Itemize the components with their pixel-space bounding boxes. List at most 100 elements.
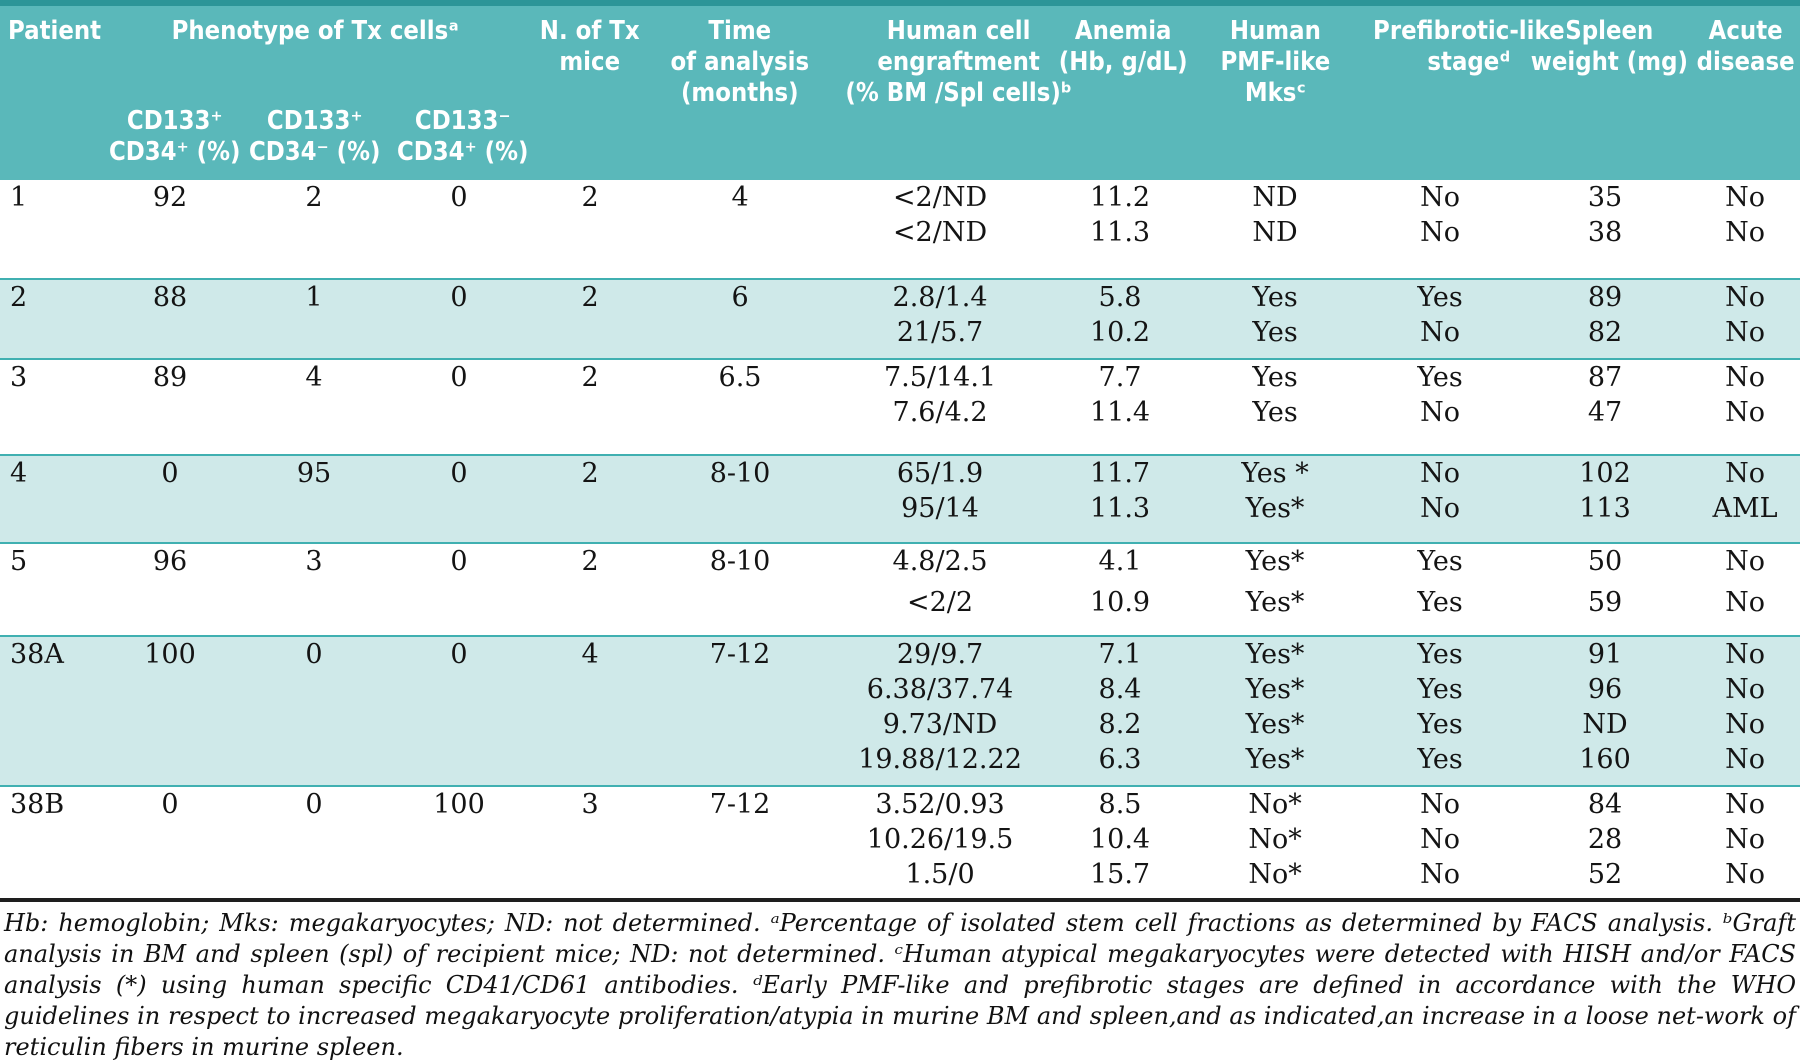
mouse-row: 10.26/19.5 10.4 No* No 28 No <box>0 822 1800 857</box>
cell-cd133neg-cd34pos: 0 <box>388 454 531 543</box>
cell-acute-disease: No <box>1725 182 1765 213</box>
patient-table: Patient Phenotype of Tx cellsᵃ N. of Tx … <box>0 6 1800 898</box>
cell-cd133neg-cd34pos: 0 <box>388 278 531 359</box>
cell-prefibrotic: Yes <box>1417 709 1463 740</box>
cell-pmf-mks: Yes* <box>1245 674 1305 705</box>
cell-n-tx-mice: 4 <box>530 635 651 786</box>
cell-pmf-mks: Yes* <box>1190 635 1361 672</box>
cell-spleen-weight: 50 <box>1520 542 1691 579</box>
cell-spleen-weight: 91 <box>1520 635 1691 672</box>
top-rule <box>0 0 1800 6</box>
cell-acute-disease: No <box>1690 358 1800 395</box>
cell-pmf-mks: ND <box>1252 217 1298 248</box>
col-header-spleen-weight: Spleen weight (mg) <box>1520 6 1691 180</box>
cell-spleen-weight: 59 <box>1587 587 1623 618</box>
cell-acute-disease: No <box>1725 397 1765 428</box>
cell-n-tx-mice: 2 <box>530 358 651 455</box>
col-header-phenotype-label: Phenotype of Tx cellsᵃ <box>171 16 459 46</box>
cell-acute-disease: No <box>1725 824 1765 855</box>
cell-prefibrotic: Yes <box>1417 744 1463 775</box>
cell-engraftment: 4.8/2.5 <box>830 542 1051 579</box>
cell-acute-disease: No <box>1725 217 1765 248</box>
cell-spleen-weight: 35 <box>1587 182 1623 213</box>
col-header-prefibrotic-label: Prefibrotic-like stageᵈ <box>1373 16 1565 77</box>
cell-spleen-weight: 96 <box>1587 674 1623 705</box>
cell-pmf-mks: Yes <box>1252 317 1298 348</box>
cell-acute-disease: No <box>1725 859 1765 890</box>
header-row-main: Patient Phenotype of Tx cellsᵃ N. of Tx … <box>0 6 1800 180</box>
col-header-n-tx-mice: N. of Tx mice <box>530 6 651 180</box>
cell-patient: 4 <box>0 454 100 543</box>
cell-anemia: 11.7 <box>1050 454 1191 491</box>
col-header-cd133neg-cd34pos-label: CD133⁻ CD34⁺ (%) <box>396 106 529 167</box>
cell-engraftment: 6.38/37.74 <box>866 674 1014 705</box>
cell-pmf-mks: No* <box>1248 859 1302 890</box>
patient-group-row: 38A 100 0 0 4 7-12 29/9.7 7.1 Yes* Yes 9… <box>0 635 1800 786</box>
cell-spleen-weight: 113 <box>1579 493 1631 524</box>
cell-prefibrotic: No <box>1420 397 1460 428</box>
cell-cd133pos-cd34pos: 0 <box>100 785 240 898</box>
cell-cd133pos-cd34pos: 96 <box>100 542 240 636</box>
cell-prefibrotic: Yes <box>1360 278 1521 315</box>
cell-anemia: 11.4 <box>1089 397 1151 428</box>
cell-time: 7-12 <box>650 635 831 786</box>
cell-prefibrotic: No <box>1360 454 1521 491</box>
cell-pmf-mks: Yes* <box>1245 493 1305 524</box>
cell-pmf-mks: Yes* <box>1245 744 1305 775</box>
cell-cd133pos-cd34neg: 95 <box>240 454 388 543</box>
cell-engraftment: 7.6/4.2 <box>892 397 988 428</box>
cell-anemia: 6.3 <box>1098 744 1142 775</box>
col-header-n-tx-mice-label: N. of Tx mice <box>540 16 640 77</box>
cell-cd133neg-cd34pos: 100 <box>388 785 531 898</box>
cell-engraftment: 1.5/0 <box>905 859 975 890</box>
cell-engraftment: 9.73/ND <box>882 709 998 740</box>
cell-prefibrotic: Yes <box>1360 635 1521 672</box>
col-header-engraftment-label: Human cell engraftment (% BM /Spl cells)… <box>845 16 1072 108</box>
cell-spleen-weight: 47 <box>1587 397 1623 428</box>
cell-cd133pos-cd34pos: 0 <box>100 454 240 543</box>
col-header-pmf-mks: Human PMF-like Mksᶜ <box>1190 6 1361 180</box>
cell-n-tx-mice: 2 <box>530 454 651 543</box>
col-header-cd133neg-cd34pos: CD133⁻ CD34⁺ (%) <box>388 106 531 180</box>
cell-n-tx-mice: 2 <box>530 542 651 636</box>
col-header-pmf-mks-label: Human PMF-like Mksᶜ <box>1220 16 1330 108</box>
cell-prefibrotic: No <box>1420 824 1460 855</box>
cell-acute-disease: No <box>1690 785 1800 822</box>
cell-cd133pos-cd34pos: 89 <box>100 358 240 455</box>
cell-pmf-mks: Yes <box>1190 358 1361 395</box>
cell-anemia: 7.1 <box>1050 635 1191 672</box>
cell-spleen-weight: 28 <box>1587 824 1623 855</box>
cell-acute-disease: No <box>1725 317 1765 348</box>
bottom-rule <box>0 898 1800 902</box>
patient-group-row: 4 0 95 0 2 8-10 65/1.9 11.7 Yes * No 102… <box>0 454 1800 543</box>
col-header-engraftment: Human cell engraftment (% BM /Spl cells)… <box>830 6 1072 180</box>
cell-engraftment: 19.88/12.22 <box>858 744 1022 775</box>
col-header-acute-disease-label: Acute disease <box>1696 16 1795 77</box>
cell-patient: 2 <box>0 278 100 359</box>
cell-anemia: 11.3 <box>1089 217 1151 248</box>
mouse-row: <2/2 10.9 Yes* Yes 59 No <box>0 579 1800 636</box>
cell-pmf-mks: Yes <box>1252 397 1298 428</box>
cell-cd133pos-cd34neg: 1 <box>240 278 388 359</box>
cell-pmf-mks: Yes* <box>1245 709 1305 740</box>
cell-time: 8-10 <box>650 454 831 543</box>
cell-acute-disease: No <box>1690 542 1800 579</box>
cell-prefibrotic: No <box>1360 785 1521 822</box>
cell-prefibrotic: No <box>1420 182 1460 213</box>
footnote-text: Hb: hemoglobin; Mks: megakaryocytes; ND:… <box>4 909 1796 1061</box>
col-header-phenotype: Phenotype of Tx cellsᵃ <box>100 6 531 106</box>
cell-spleen-weight: 89 <box>1520 278 1691 315</box>
col-header-anemia-label: Anemia (Hb, g/dL) <box>1058 16 1188 77</box>
col-header-spleen-weight-label: Spleen weight (mg) <box>1530 16 1688 77</box>
col-header-prefibrotic: Prefibrotic-like stageᵈ <box>1360 6 1565 180</box>
cell-prefibrotic: Yes <box>1417 587 1463 618</box>
cell-prefibrotic: No <box>1420 493 1460 524</box>
col-header-acute-disease: Acute disease <box>1690 6 1800 180</box>
cell-acute-disease: No <box>1690 278 1800 315</box>
cell-prefibrotic: No <box>1420 859 1460 890</box>
cell-spleen-weight: 87 <box>1520 358 1691 395</box>
col-header-anemia: Anemia (Hb, g/dL) <box>1050 6 1191 180</box>
cell-cd133neg-cd34pos: 0 <box>450 182 468 213</box>
cell-patient: 5 <box>0 542 100 636</box>
